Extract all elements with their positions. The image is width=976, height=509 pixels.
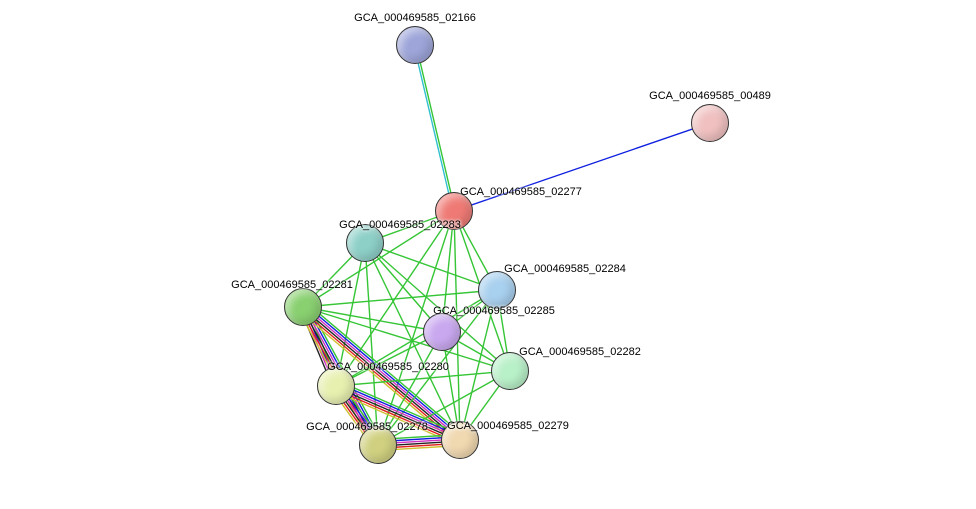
edge xyxy=(365,243,497,290)
edge xyxy=(336,290,497,386)
network-node[interactable] xyxy=(346,224,384,262)
edge xyxy=(336,371,510,386)
network-node[interactable] xyxy=(441,421,479,459)
node-label: GCA_000469585_02166 xyxy=(354,12,476,24)
edge xyxy=(303,211,454,307)
edge xyxy=(336,243,365,386)
edge xyxy=(337,383,461,437)
edge xyxy=(416,45,455,211)
network-node[interactable] xyxy=(284,288,322,326)
network-node[interactable] xyxy=(396,26,434,64)
network-node[interactable] xyxy=(317,367,355,405)
edges-layer xyxy=(0,0,976,509)
network-node[interactable] xyxy=(491,352,529,390)
network-graph: GCA_000469585_02166 GCA_000469585_00489 GC… xyxy=(0,0,976,509)
node-label: GCA_000469585_02284 xyxy=(504,263,626,275)
edge xyxy=(336,387,460,441)
network-node[interactable] xyxy=(435,192,473,230)
node-label: GCA_000469585_02281 xyxy=(231,279,353,291)
network-node[interactable] xyxy=(423,313,461,351)
edge xyxy=(454,123,710,211)
edge xyxy=(335,389,459,443)
edge xyxy=(414,45,453,211)
network-node[interactable] xyxy=(691,104,729,142)
network-node[interactable] xyxy=(359,426,397,464)
edge xyxy=(338,381,462,435)
edge xyxy=(303,290,497,307)
edge xyxy=(334,391,458,445)
edge xyxy=(365,243,378,445)
network-node[interactable] xyxy=(478,271,516,309)
edge xyxy=(303,307,510,371)
node-label: GCA_000469585_02277 xyxy=(460,186,582,198)
node-label: GCA_000469585_00489 xyxy=(649,90,771,102)
edge xyxy=(303,307,442,332)
node-label: GCA_000469585_02282 xyxy=(519,346,641,358)
